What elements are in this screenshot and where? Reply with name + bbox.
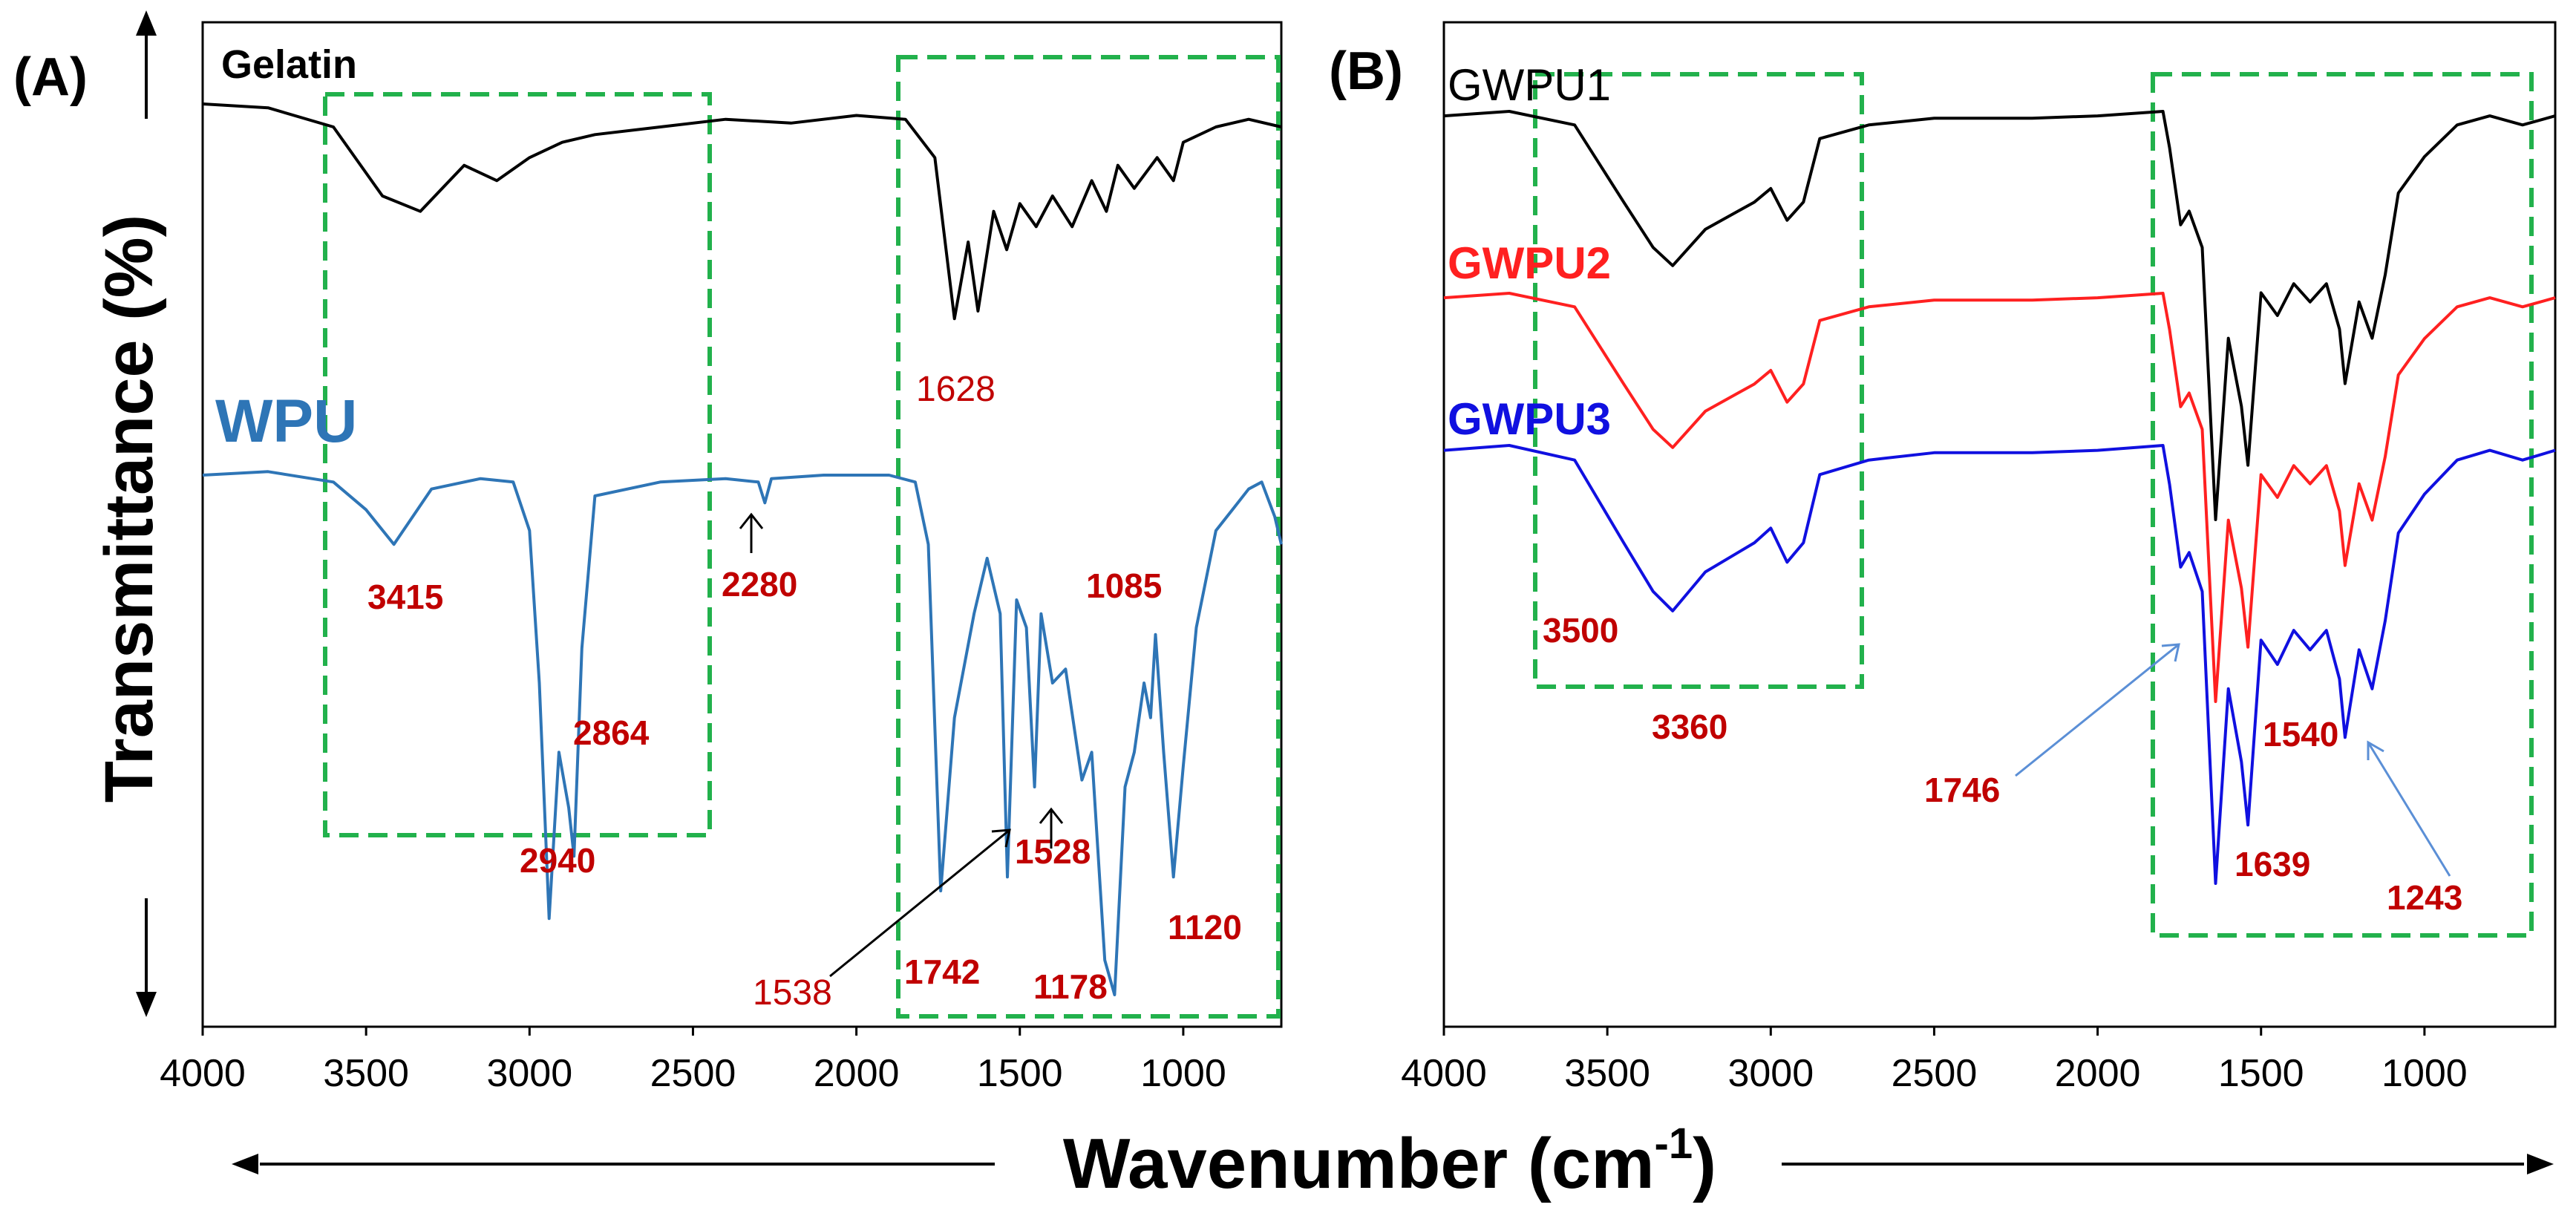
peak-label-1178: 1178 xyxy=(1033,967,1108,1006)
x-tick-label: 1000 xyxy=(1140,1052,1226,1095)
y-arrow-down-head xyxy=(136,992,157,1017)
panel-a-plot-frame xyxy=(201,21,1283,1028)
peak-label-1528: 1528 xyxy=(1015,832,1091,871)
peak-label-1742: 1742 xyxy=(904,952,980,991)
panel-b-series xyxy=(1443,110,2556,885)
peak-label-3415: 3415 xyxy=(367,578,443,616)
peak-label-1628: 1628 xyxy=(916,370,996,409)
panel-a-arrow-2280 xyxy=(739,512,764,553)
peak-label-2940: 2940 xyxy=(520,841,595,880)
peak-label-1085: 1085 xyxy=(1086,566,1162,605)
y-axis-label-group: Transmittance (%) xyxy=(91,10,167,1017)
x-tick-label: 1000 xyxy=(2382,1052,2468,1095)
panel-b-box-fingerprint-region xyxy=(2151,72,2534,938)
peak-label-1540: 1540 xyxy=(2263,715,2338,754)
series-line-gwpu2 xyxy=(1443,292,2556,703)
x-tick-label: 2500 xyxy=(1892,1052,1978,1095)
peak-label-1120: 1120 xyxy=(1168,908,1242,947)
x-tick-label: 2000 xyxy=(2055,1052,2141,1095)
x-axis-label-main: Wavenumber (cm xyxy=(1063,1124,1655,1203)
peak-label-3500: 3500 xyxy=(1543,611,1618,650)
series-label-gwpu2: GWPU2 xyxy=(1448,238,1611,288)
x-axis-label-sup: -1 xyxy=(1655,1120,1693,1168)
peak-label-2864: 2864 xyxy=(573,713,650,752)
x-arrow-left-head xyxy=(232,1154,258,1174)
y-arrow-up-head xyxy=(136,10,157,36)
panel-b-label: (B) xyxy=(1329,42,1403,101)
panel-b-x-ticks: 4000 3500 3000 2500 2000 1500 1000 xyxy=(1401,1027,2468,1095)
panel-b-box-oh-region xyxy=(1533,72,1864,689)
panel-a-arrow-1538 xyxy=(829,829,1011,978)
series-label-wpu: WPU xyxy=(215,388,357,455)
series-line-gwpu1 xyxy=(1443,110,2556,521)
series-line-wpu xyxy=(202,470,1283,996)
panel-b-arrow-1243 xyxy=(2367,740,2451,877)
panel-b-plot-frame xyxy=(1442,21,2557,1028)
x-arrow-right-head xyxy=(2527,1154,2554,1174)
series-line-gwpu3 xyxy=(1443,444,2556,885)
x-tick-label: 1500 xyxy=(977,1052,1063,1095)
x-axis-label-close: ) xyxy=(1693,1124,1716,1203)
peak-label-1243: 1243 xyxy=(2387,878,2462,917)
x-tick-label: 4000 xyxy=(160,1052,246,1095)
panel-a-series xyxy=(202,102,1283,996)
y-axis-label: Transmittance (%) xyxy=(91,215,167,803)
x-tick-label: 3000 xyxy=(486,1052,572,1095)
panel-b-arrow-1746 xyxy=(2015,643,2180,777)
x-tick-label: 1500 xyxy=(2218,1052,2304,1095)
panel-a-box-oh-region xyxy=(323,92,712,837)
x-tick-label: 4000 xyxy=(1401,1052,1487,1095)
panel-a-label: (A) xyxy=(13,48,88,107)
series-label-gwpu3: GWPU3 xyxy=(1448,394,1611,444)
panel-a: (A) Transmittance (%) Gelatin WPU 1628 3… xyxy=(13,10,1283,1095)
panel-a-box-fingerprint-region xyxy=(896,55,1281,1019)
panel-a-x-ticks: 4000 3500 3000 2500 2000 1500 1000 xyxy=(160,1027,1226,1095)
x-axis-label-group: Wavenumber (cm-1) xyxy=(232,1120,2554,1203)
peak-label-2280: 2280 xyxy=(722,565,797,604)
peak-label-1538: 1538 xyxy=(753,973,832,1013)
panel-b: (B) GWPU1 GWPU2 GWPU3 3500 3360 1746 154… xyxy=(1329,21,2557,1095)
peak-label-1639: 1639 xyxy=(2235,845,2310,883)
peak-label-1746: 1746 xyxy=(1924,771,2000,809)
x-tick-label: 3000 xyxy=(1727,1052,1814,1095)
peak-label-3360: 3360 xyxy=(1652,707,1727,746)
x-tick-label: 3500 xyxy=(323,1052,409,1095)
panel-a-arrow-1528 xyxy=(1039,807,1064,849)
x-tick-label: 2000 xyxy=(814,1052,900,1095)
series-label-gwpu1: GWPU1 xyxy=(1448,60,1611,110)
series-label-gelatin: Gelatin xyxy=(221,42,357,87)
x-tick-label: 2500 xyxy=(650,1052,736,1095)
series-line-gelatin xyxy=(202,102,1282,321)
x-axis-label: Wavenumber (cm-1) xyxy=(1063,1120,1716,1203)
x-tick-label: 3500 xyxy=(1564,1052,1650,1095)
